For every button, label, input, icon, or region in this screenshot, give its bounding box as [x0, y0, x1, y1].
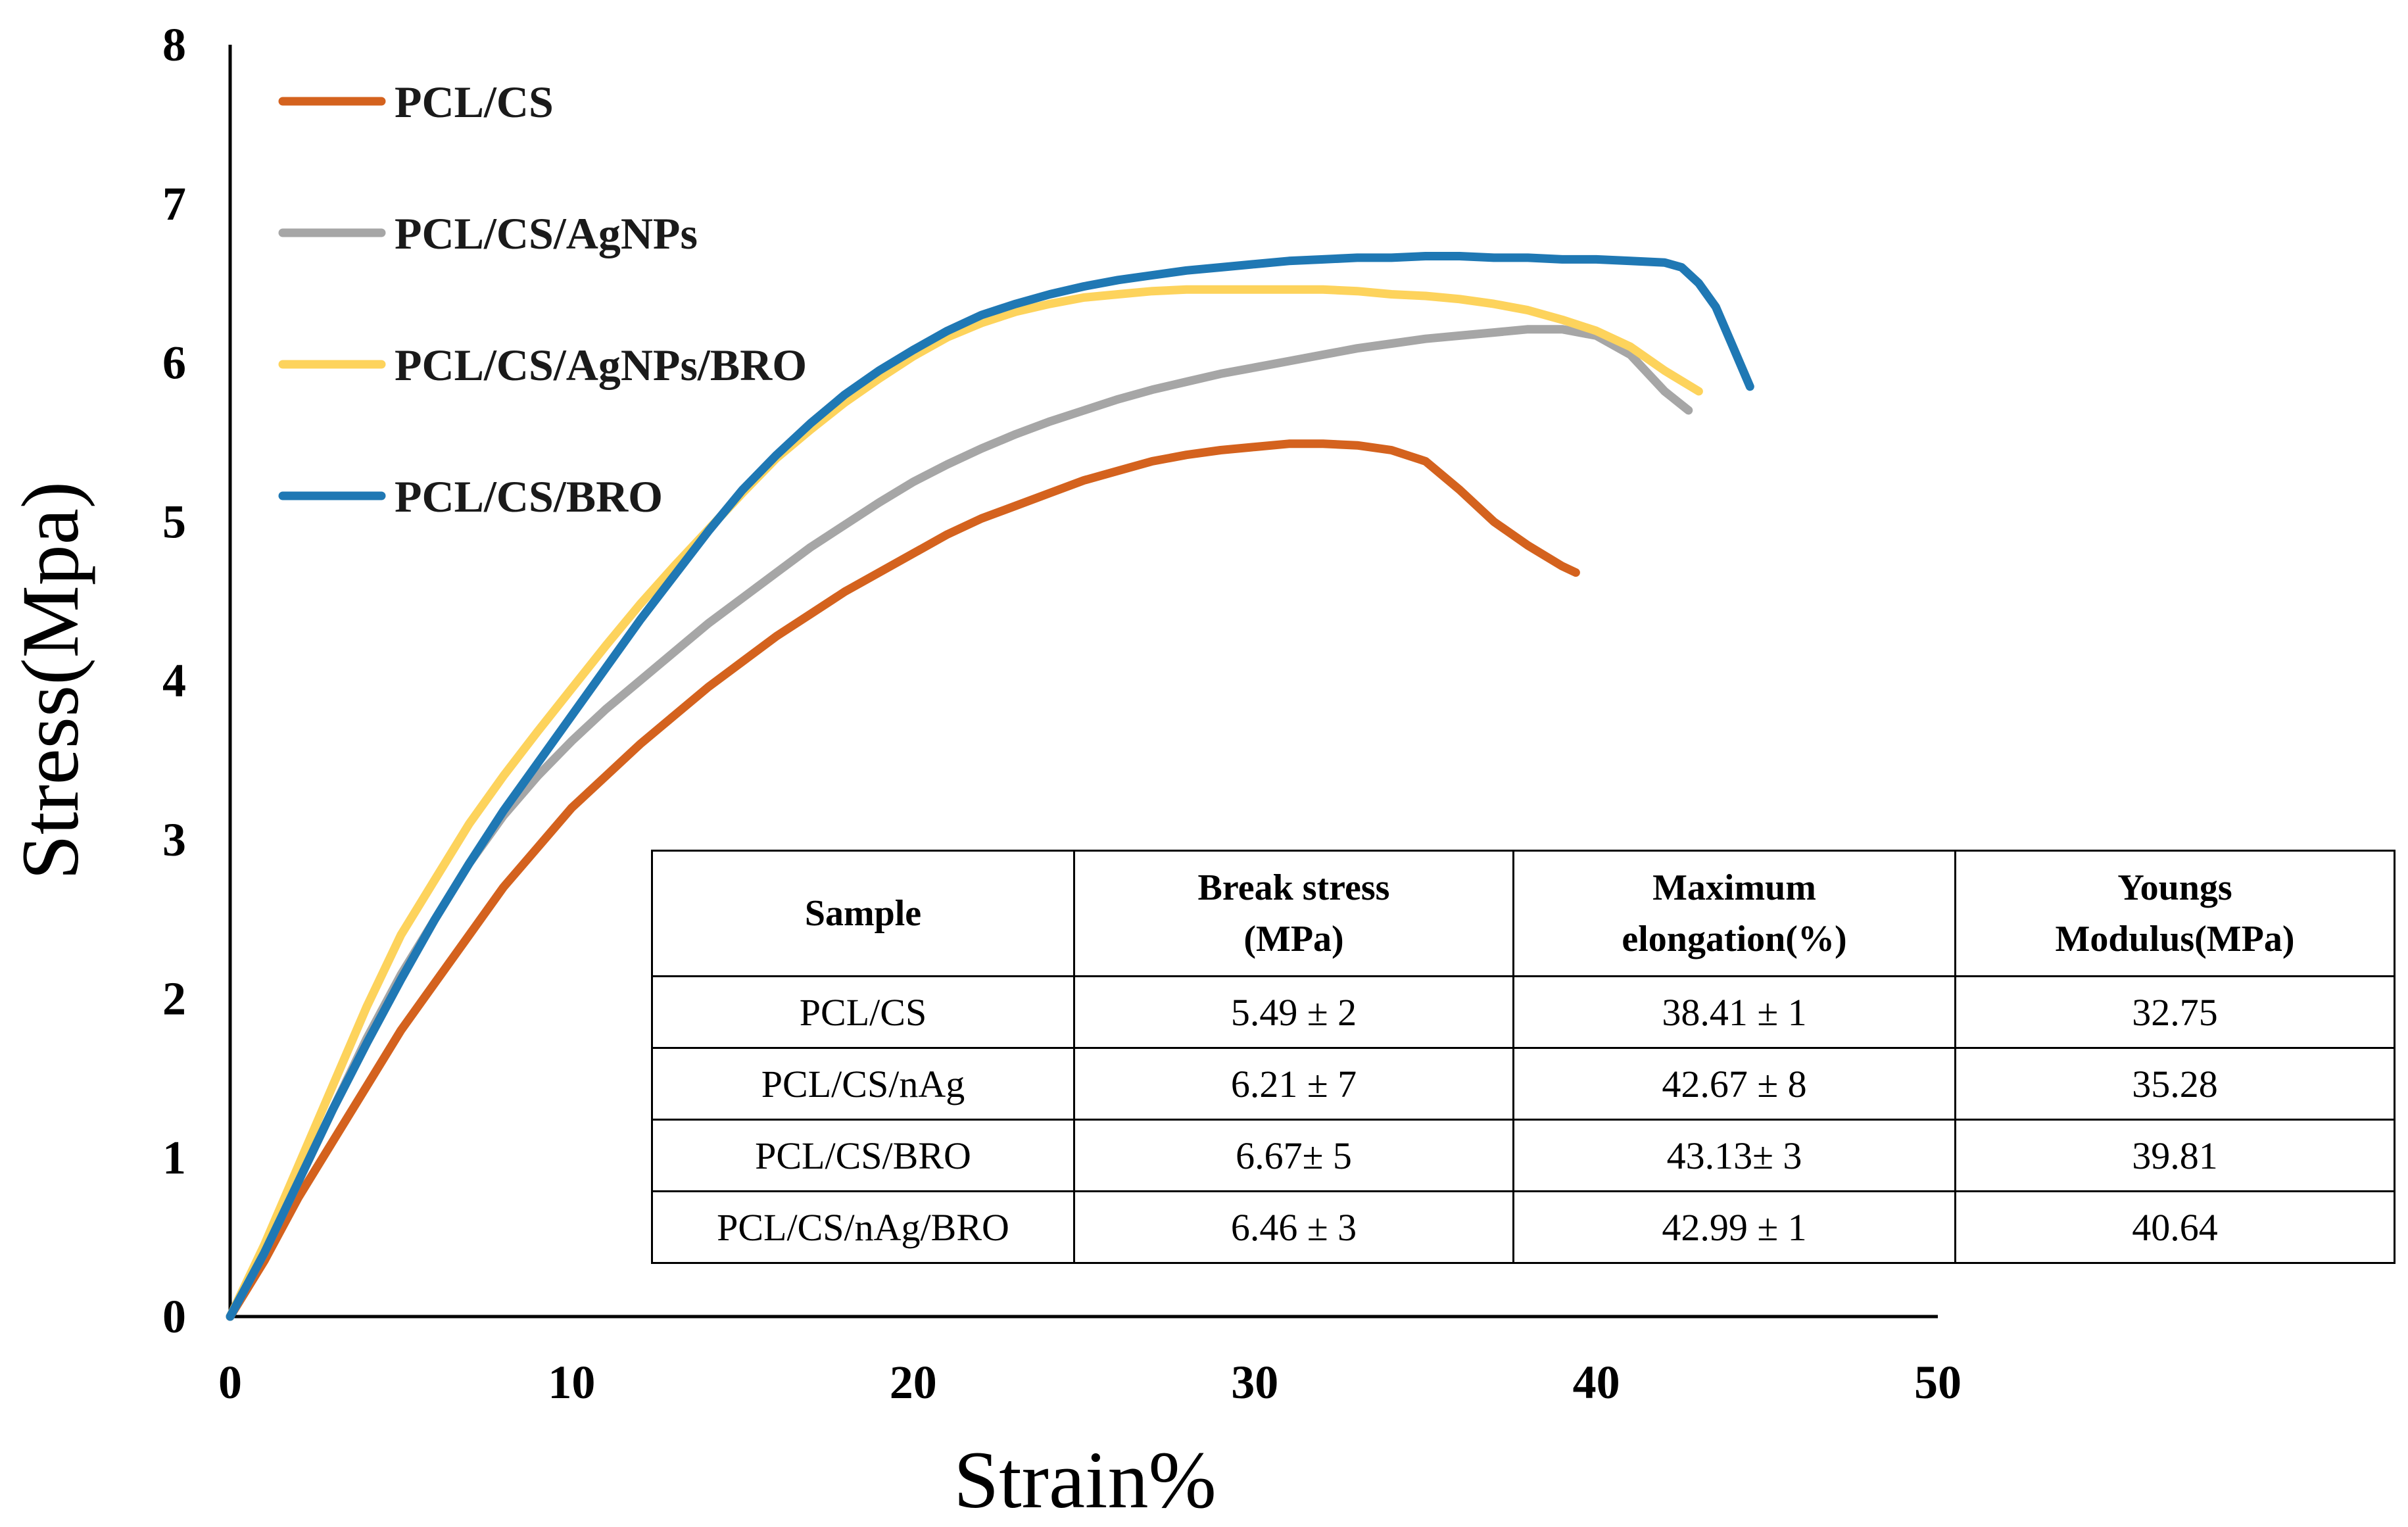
y-tick-labels: 0 1 2 3 4 5 6 7 8	[162, 18, 186, 1343]
x-tick-label: 20	[890, 1356, 937, 1409]
x-tick-label: 30	[1231, 1356, 1278, 1409]
y-tick-label: 5	[162, 495, 186, 548]
series-line	[226, 252, 1754, 1321]
legend-label: PCL/CS/AgNPs	[395, 208, 698, 258]
legend-label: PCL/CS	[395, 77, 554, 127]
table-row: PCL/CS/nAg/BRO 6.46 ± 3 42.99 ± 1 40.64	[651, 1190, 2396, 1264]
table-row: PCL/CS/BRO 6.67± 5 43.13± 3 39.81	[651, 1119, 2396, 1192]
x-axis-title: Strain%	[953, 1435, 1216, 1525]
table-cell: 6.67± 5	[1073, 1119, 1514, 1192]
header-sample: Sample	[651, 850, 1075, 977]
header-line: Sample	[804, 893, 922, 934]
table-cell: 38.41 ± 1	[1512, 975, 1956, 1049]
y-tick-label: 3	[162, 813, 186, 866]
table-cell: 42.67 ± 8	[1512, 1047, 1956, 1121]
table-cell: 5.49 ± 2	[1073, 975, 1514, 1049]
series-line	[226, 285, 1703, 1321]
header-line: (MPa)	[1243, 919, 1344, 959]
table-cell: PCL/CS/nAg/BRO	[651, 1190, 1075, 1264]
x-tick-labels: 0 10 20 30 40 50	[218, 1356, 1962, 1409]
axes	[228, 45, 1938, 1319]
table-row: PCL/CS/nAg 6.21 ± 7 42.67 ± 8 35.28	[651, 1047, 2396, 1121]
table-cell: PCL/CS/nAg	[651, 1047, 1075, 1121]
table-cell: 6.21 ± 7	[1073, 1047, 1514, 1121]
table-cell: 32.75	[1954, 975, 2396, 1049]
table-cell: 42.99 ± 1	[1512, 1190, 1956, 1264]
legend-label: PCL/CS/BRO	[395, 472, 663, 521]
y-axis-title: Stress(Mpa)	[5, 481, 95, 880]
header-line: Maximum	[1652, 867, 1816, 908]
table-cell: 43.13± 3	[1512, 1119, 1956, 1192]
x-tick-label: 40	[1573, 1356, 1620, 1409]
table-cell: 6.46 ± 3	[1073, 1190, 1514, 1264]
table-cell: PCL/CS/BRO	[651, 1119, 1075, 1192]
series-lines	[226, 252, 1754, 1321]
x-tick-label: 10	[548, 1356, 595, 1409]
y-tick-label: 1	[162, 1131, 186, 1184]
y-tick-label: 7	[162, 178, 186, 230]
mechanical-properties-table: Sample Break stress (MPa) Maximum elonga…	[651, 850, 2396, 1264]
y-tick-label: 8	[162, 18, 186, 71]
header-line: Modulus(MPa)	[2055, 919, 2295, 959]
table-cell: 40.64	[1954, 1190, 2396, 1264]
legend: PCL/CS PCL/CS/AgNPs PCL/CS/AgNPs/BRO PCL/CS…	[278, 77, 807, 521]
legend-label: PCL/CS/AgNPs/BRO	[395, 340, 807, 390]
table-row: PCL/CS 5.49 ± 2 38.41 ± 1 32.75	[651, 975, 2396, 1049]
header-line: Break stress	[1197, 867, 1390, 908]
x-tick-label: 0	[218, 1356, 242, 1409]
series-line	[226, 439, 1580, 1321]
y-tick-label: 4	[162, 654, 186, 707]
y-tick-label: 6	[162, 337, 186, 389]
table-cell: 35.28	[1954, 1047, 2396, 1121]
header-line: Youngs	[2117, 867, 2232, 908]
table-header-row: Sample Break stress (MPa) Maximum elonga…	[651, 850, 2396, 977]
y-tick-label: 0	[162, 1290, 186, 1343]
header-break-stress: Break stress (MPa)	[1073, 850, 1514, 977]
table-cell: 39.81	[1954, 1119, 2396, 1192]
header-max-elongation: Maximum elongation(%)	[1512, 850, 1956, 977]
y-tick-label: 2	[162, 973, 186, 1025]
header-line: elongation(%)	[1622, 919, 1847, 959]
header-youngs-modulus: Youngs Modulus(MPa)	[1954, 850, 2396, 977]
table-cell: PCL/CS	[651, 975, 1075, 1049]
x-tick-label: 50	[1914, 1356, 1962, 1409]
